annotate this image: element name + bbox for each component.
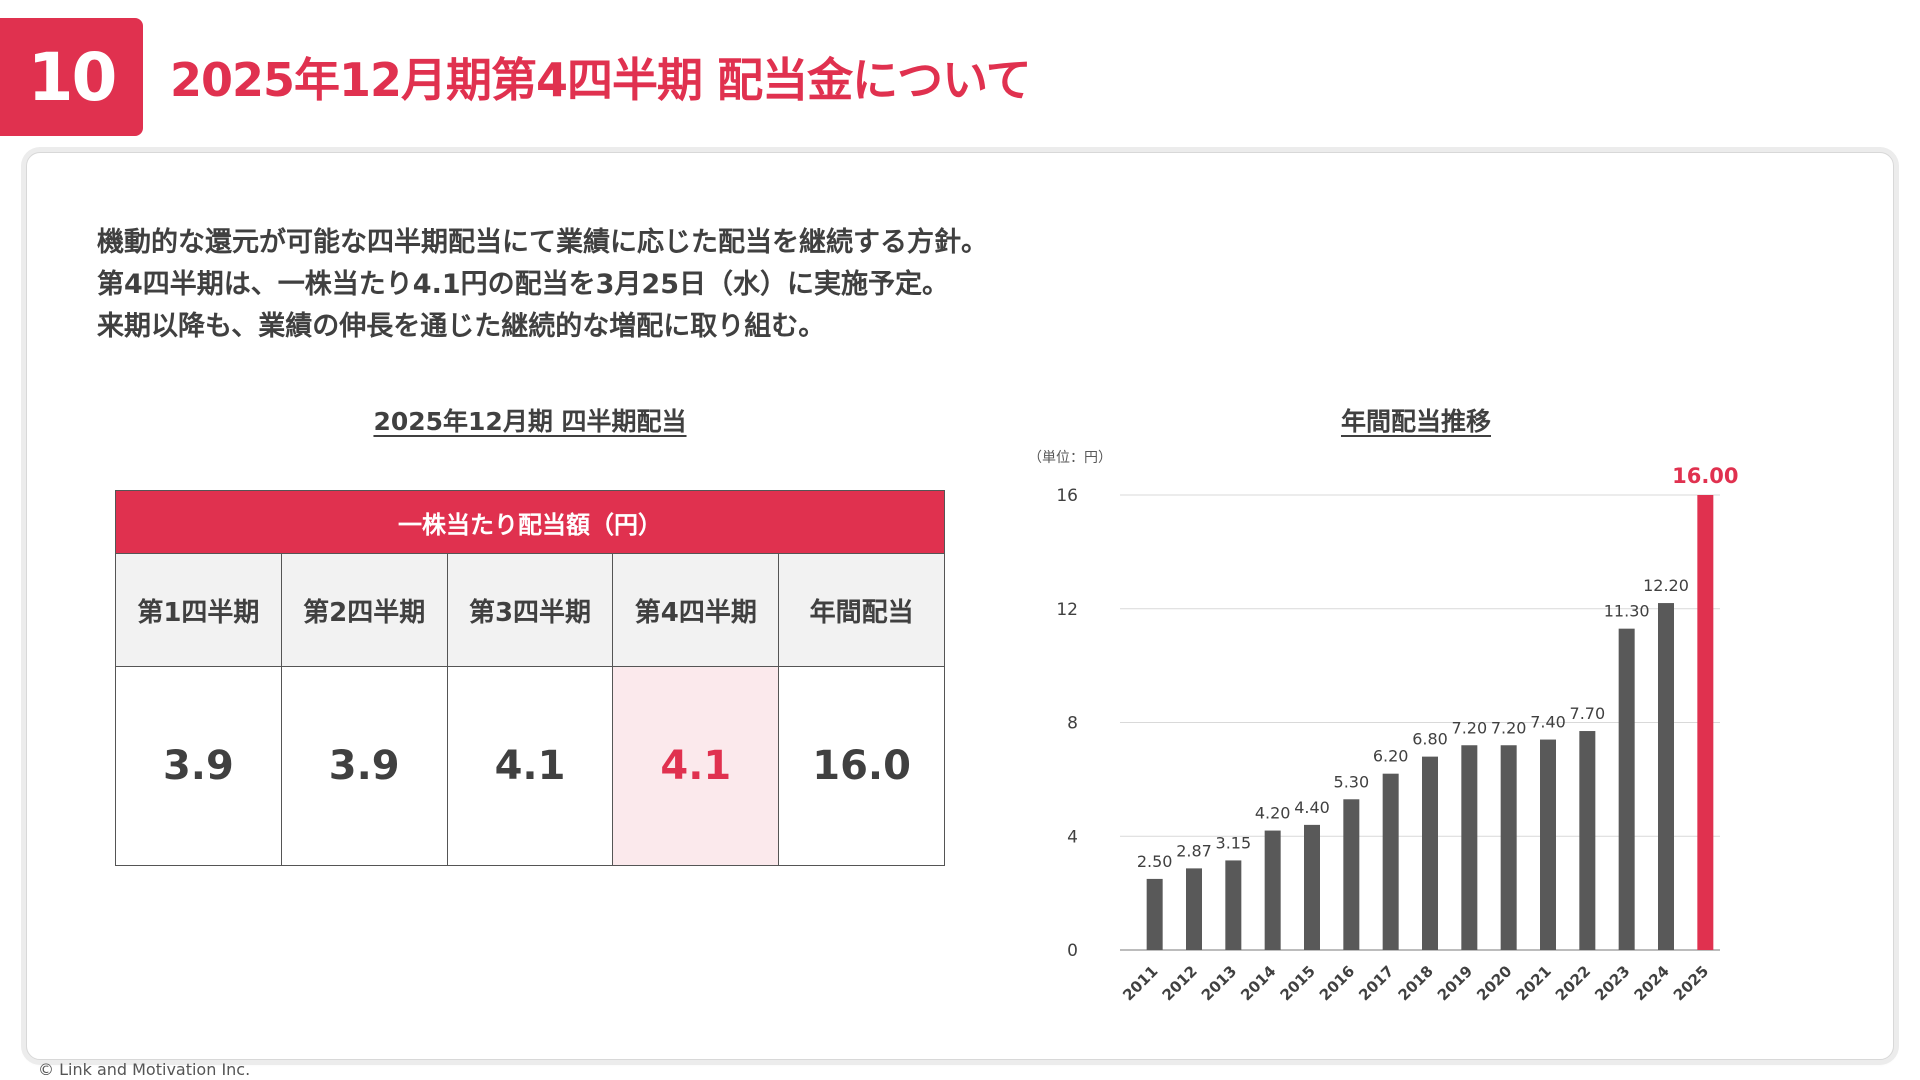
data-label: 5.30 — [1334, 772, 1370, 791]
bar — [1540, 739, 1556, 950]
x-tick-label: 2015 — [1277, 962, 1319, 1004]
data-label: 3.15 — [1216, 833, 1252, 852]
data-label: 6.80 — [1412, 730, 1448, 749]
bar — [1461, 745, 1478, 950]
value-cell-q2: 3.9 — [280, 666, 448, 866]
data-label: 2.87 — [1176, 841, 1212, 860]
intro-line: 機動的な還元が可能な四半期配当にて業績に応じた配当を継続する方針。 — [97, 227, 988, 258]
data-label: 11.30 — [1604, 602, 1650, 621]
x-tick-label: 2014 — [1237, 962, 1279, 1004]
chart-title: 年間配当推移 — [1340, 407, 1491, 436]
bar — [1146, 878, 1163, 950]
x-tick-label: 2012 — [1159, 962, 1201, 1004]
y-tick-label: 0 — [1067, 941, 1078, 961]
page-number: 10 — [27, 38, 118, 116]
bar — [1500, 745, 1517, 950]
x-tick-label: 2022 — [1552, 962, 1594, 1004]
x-tick-label: 2018 — [1395, 962, 1437, 1004]
bar — [1697, 495, 1714, 950]
page-title: 2025年12月期第4四半期 配当金について — [170, 53, 1032, 107]
data-label: 2.50 — [1137, 852, 1173, 871]
x-tick-label: 2011 — [1119, 962, 1161, 1004]
table-banner: 一株当たり配当額（円） — [115, 490, 945, 554]
column-header-q1: 第1四半期 — [115, 553, 282, 667]
data-label: 4.20 — [1255, 804, 1291, 823]
x-tick-label: 2021 — [1513, 962, 1555, 1004]
data-label: 7.20 — [1491, 718, 1527, 737]
y-tick-label: 16 — [1056, 486, 1078, 506]
x-tick-label: 2019 — [1434, 962, 1476, 1004]
value-cell-q4: 4.1 — [612, 666, 780, 866]
bar — [1264, 830, 1281, 950]
data-label: 7.40 — [1530, 713, 1566, 732]
bar — [1422, 756, 1438, 950]
bar — [1225, 860, 1242, 950]
bar — [1382, 773, 1399, 950]
y-tick-label: 4 — [1067, 827, 1078, 847]
y-tick-label: 8 — [1067, 714, 1078, 734]
data-label: 6.20 — [1373, 747, 1409, 766]
intro-line: 来期以降も、業績の伸長を通じた継続的な増配に取り組む。 — [97, 311, 826, 342]
bar — [1304, 824, 1320, 950]
data-label: 7.20 — [1452, 718, 1488, 737]
column-header-q3: 第3四半期 — [446, 553, 614, 667]
column-header-q2: 第2四半期 — [280, 553, 448, 667]
dividend-table: 一株当たり配当額（円） 第1四半期 第2四半期 第3四半期 第4四半期 年間配当… — [115, 490, 945, 866]
table-title: 2025年12月期 四半期配当 — [373, 407, 687, 436]
bar — [1658, 603, 1674, 950]
x-tick-label: 2013 — [1198, 962, 1240, 1004]
table-row: 3.9 3.9 4.1 4.1 16.0 — [115, 666, 945, 866]
column-header-q4: 第4四半期 — [612, 553, 780, 667]
value-cell-q1: 3.9 — [115, 666, 282, 866]
unit-label: （単位：円） — [1028, 450, 1112, 466]
x-tick-label: 2017 — [1355, 962, 1397, 1004]
value-cell-annual: 16.0 — [778, 666, 945, 866]
column-header-annual: 年間配当 — [778, 553, 945, 667]
data-label: 16.00 — [1672, 464, 1738, 488]
dividend-bar-chart: （単位：円） 0 4 8 12 16 2.50 2011 2.87 2012 3.15 2013 4.2… — [1028, 450, 1739, 1004]
bar — [1343, 799, 1360, 950]
data-label: 4.40 — [1294, 798, 1330, 817]
bar — [1186, 868, 1202, 950]
intro-text: 機動的な還元が可能な四半期配当にて業績に応じた配当を継続する方針。 第4四半期は… — [97, 222, 988, 348]
x-tick-label: 2020 — [1473, 962, 1515, 1004]
page-number-badge: 10 — [0, 18, 143, 136]
y-tick-label: 12 — [1056, 600, 1078, 620]
intro-line: 第4四半期は、一株当たり4.1円の配当を3月25日（水）に実施予定。 — [97, 269, 949, 300]
data-label: 12.20 — [1643, 576, 1689, 595]
x-tick-label: 2016 — [1316, 962, 1358, 1004]
copyright: © Link and Motivation Inc. — [38, 1060, 251, 1079]
x-tick-label: 2023 — [1591, 962, 1633, 1004]
value-cell-q3: 4.1 — [446, 666, 614, 866]
bar — [1618, 628, 1635, 950]
x-tick-label: 2024 — [1631, 962, 1673, 1004]
data-label: 7.70 — [1570, 704, 1606, 723]
x-tick-label: 2025 — [1670, 962, 1712, 1004]
bar — [1579, 731, 1596, 950]
